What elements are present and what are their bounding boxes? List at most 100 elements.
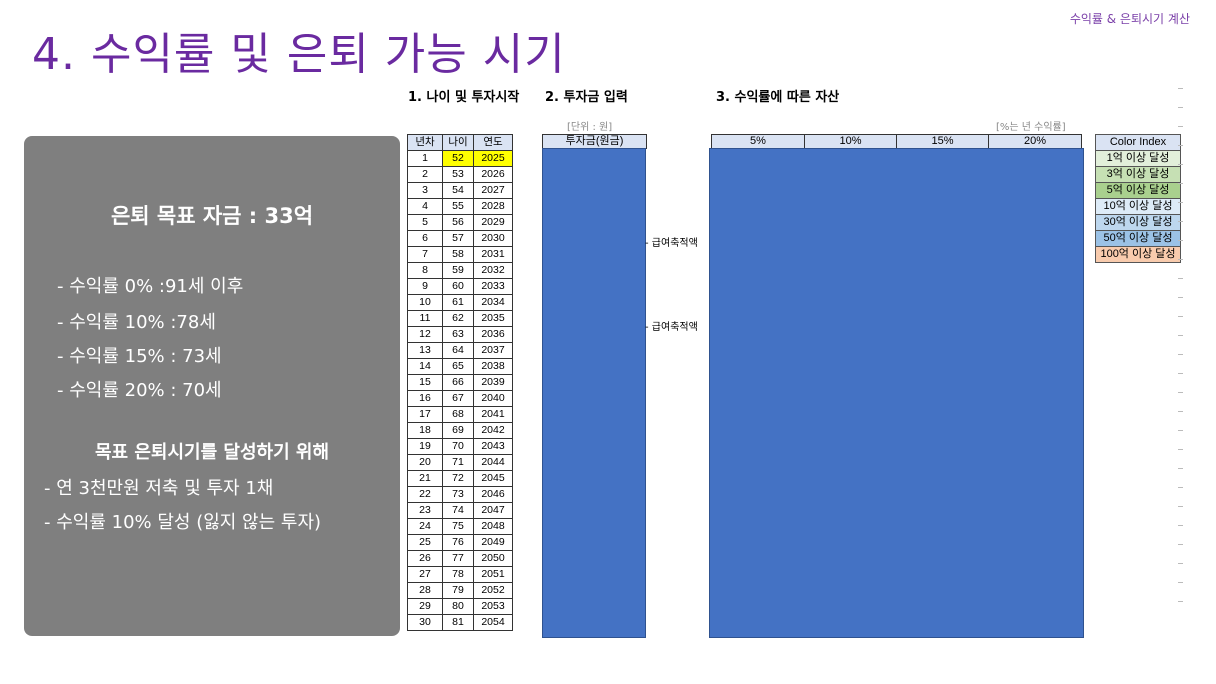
cell-age: 54 (442, 182, 474, 199)
grid-dash (1178, 582, 1183, 583)
cell-year: 2033 (473, 278, 513, 295)
cell-age: 52 (442, 150, 474, 167)
annotation-salary: - 급여축적액 (645, 322, 698, 333)
cell-year-count: 18 (407, 422, 443, 439)
header-year-count: 년차 (407, 134, 443, 151)
cell-age: 79 (442, 582, 474, 599)
cell-age: 56 (442, 214, 474, 231)
grid-dash (1178, 221, 1183, 222)
cell-year: 2044 (473, 454, 513, 471)
cell-year-count: 4 (407, 198, 443, 215)
grid-dash (1178, 107, 1183, 108)
grid-dash (1178, 506, 1183, 507)
cell-year: 2026 (473, 166, 513, 183)
table-row: 21 72 2045 (407, 470, 513, 487)
table-row: 16 67 2040 (407, 390, 513, 407)
cell-year-count: 12 (407, 326, 443, 343)
cell-year-count: 16 (407, 390, 443, 407)
cell-age: 80 (442, 598, 474, 615)
cell-age: 70 (442, 438, 474, 455)
table-row: 1 52 2025 (407, 150, 513, 167)
cell-year-count: 30 (407, 614, 443, 631)
cell-age: 64 (442, 342, 474, 359)
cell-year: 2052 (473, 582, 513, 599)
rate-header-10: 10% (804, 134, 897, 149)
table-row: 12 63 2036 (407, 326, 513, 343)
grid-dash (1178, 373, 1183, 374)
cell-year-count: 22 (407, 486, 443, 503)
cell-age: 65 (442, 358, 474, 375)
grid-dash (1178, 487, 1183, 488)
table-row: 14 65 2038 (407, 358, 513, 375)
cell-year-count: 15 (407, 374, 443, 391)
cell-year: 2025 (473, 150, 513, 167)
rate-line: - 수익률 15% : 73세 (57, 346, 222, 367)
header-year: 연도 (473, 134, 513, 151)
table-row: 2 53 2026 (407, 166, 513, 183)
strategy-bullet: - 연 3천만원 저축 및 투자 1채 (44, 478, 274, 499)
cell-age: 67 (442, 390, 474, 407)
rate-line: - 수익률 20% : 70세 (57, 380, 222, 401)
table-row: 13 64 2037 (407, 342, 513, 359)
rate-header-20: 20% (988, 134, 1082, 149)
grid-dash (1178, 278, 1183, 279)
table-row: 17 68 2041 (407, 406, 513, 423)
section-age-label: 1. 나이 및 투자시작 (408, 90, 520, 105)
rate-line: - 수익률 10% :78세 (57, 312, 216, 333)
cell-year: 2039 (473, 374, 513, 391)
grid-dash (1178, 164, 1183, 165)
cell-age: 74 (442, 502, 474, 519)
grid-dash (1178, 297, 1183, 298)
cell-year-count: 2 (407, 166, 443, 183)
grid-dash (1178, 392, 1183, 393)
cell-year: 2049 (473, 534, 513, 551)
grid-dash (1178, 525, 1183, 526)
cell-year-count: 27 (407, 566, 443, 583)
cell-year-count: 19 (407, 438, 443, 455)
cell-year: 2038 (473, 358, 513, 375)
cell-year: 2029 (473, 214, 513, 231)
cell-year: 2047 (473, 502, 513, 519)
cell-age: 73 (442, 486, 474, 503)
rate-header-15: 15% (896, 134, 989, 149)
assets-masked-area (709, 148, 1084, 638)
color-index-item: 30억 이상 달성 (1095, 214, 1181, 231)
cell-year-count: 17 (407, 406, 443, 423)
table-row: 20 71 2044 (407, 454, 513, 471)
cell-age: 68 (442, 406, 474, 423)
table-row: 9 60 2033 (407, 278, 513, 295)
cell-age: 76 (442, 534, 474, 551)
cell-year: 2048 (473, 518, 513, 535)
table-row: 3 54 2027 (407, 182, 513, 199)
table-row: 28 79 2052 (407, 582, 513, 599)
cell-year-count: 21 (407, 470, 443, 487)
rate-header-5: 5% (711, 134, 805, 149)
cell-year: 2040 (473, 390, 513, 407)
color-index-item: 5억 이상 달성 (1095, 182, 1181, 199)
cell-age: 77 (442, 550, 474, 567)
cell-year-count: 1 (407, 150, 443, 167)
color-index-item: 100억 이상 달성 (1095, 246, 1181, 263)
grid-dash (1178, 183, 1183, 184)
cell-year-count: 13 (407, 342, 443, 359)
grid-dash (1178, 430, 1183, 431)
color-index-item: 10억 이상 달성 (1095, 198, 1181, 215)
cell-year-count: 28 (407, 582, 443, 599)
table-row: 10 61 2034 (407, 294, 513, 311)
table-row: 24 75 2048 (407, 518, 513, 535)
cell-year: 2042 (473, 422, 513, 439)
age-table: 년차 나이 연도 1 52 2025 2 53 2026 3 54 2027 4 55 2028 5 56… (407, 134, 513, 631)
grid-dash (1178, 240, 1183, 241)
cell-year: 2032 (473, 262, 513, 279)
table-row: 27 78 2051 (407, 566, 513, 583)
cell-year: 2027 (473, 182, 513, 199)
color-index-item: 50억 이상 달성 (1095, 230, 1181, 247)
unit-note: [단위 : 원] (567, 122, 613, 133)
cell-year-count: 23 (407, 502, 443, 519)
cell-year-count: 8 (407, 262, 443, 279)
cell-year: 2046 (473, 486, 513, 503)
grid-dash (1178, 544, 1183, 545)
table-row: 26 77 2050 (407, 550, 513, 567)
invest-masked-area (542, 148, 646, 638)
rate-line: - 수익률 0% :91세 이후 (57, 276, 244, 297)
